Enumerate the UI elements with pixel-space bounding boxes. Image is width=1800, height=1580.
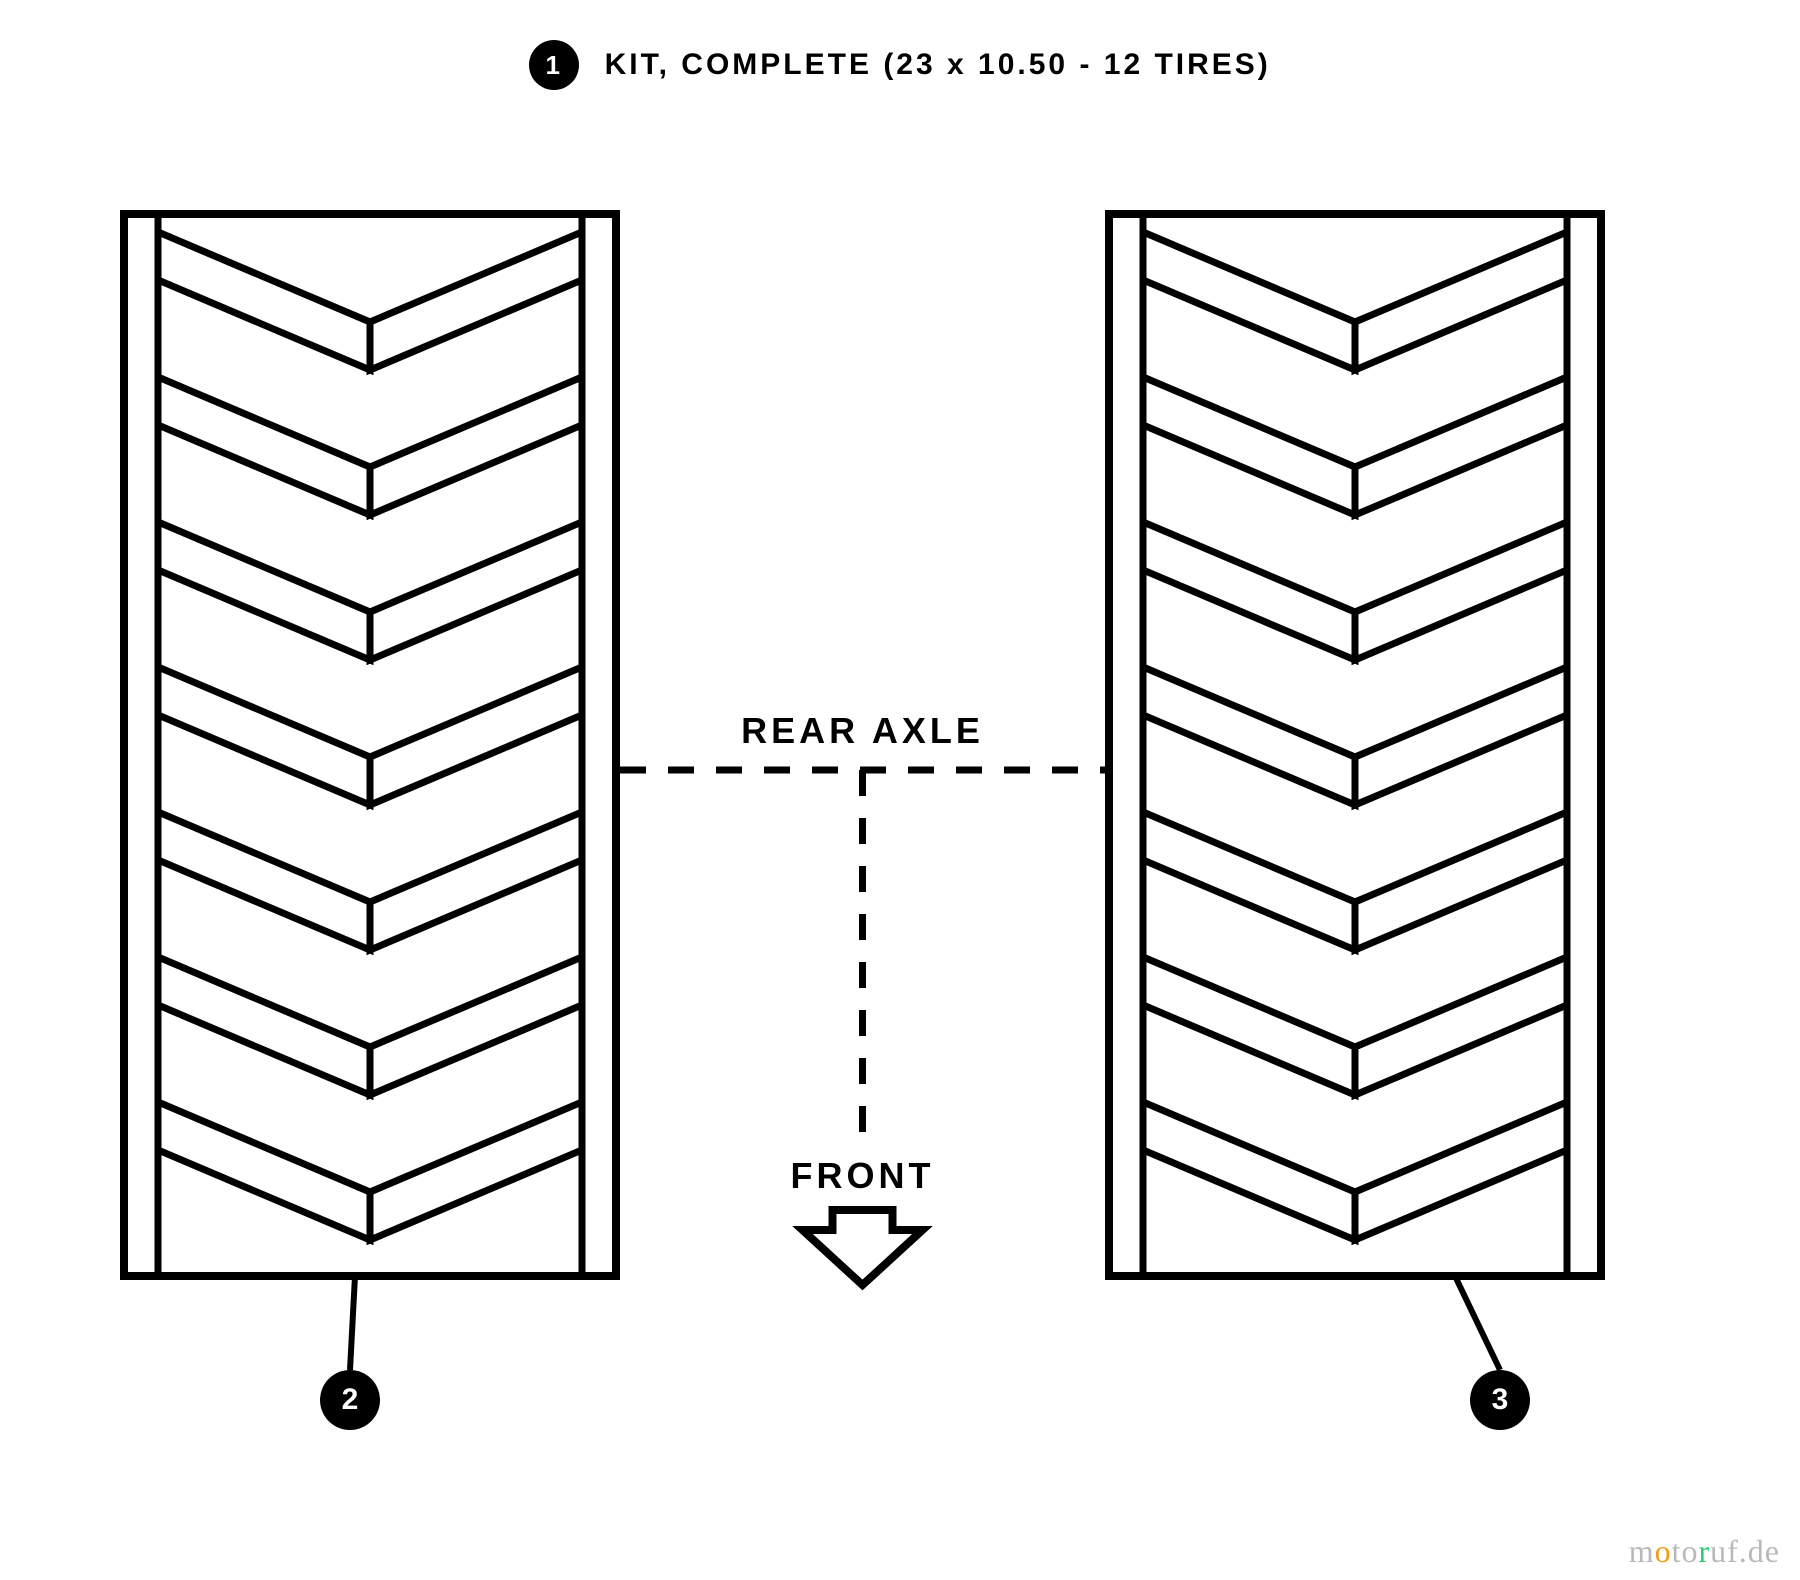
callout-3-leader [0,0,1800,1580]
callout-3-number: 3 [1492,1383,1509,1417]
watermark: motoruf.de [1629,1533,1780,1570]
watermark-text: motoruf.de [1629,1533,1780,1569]
callout-3-circle: 3 [1470,1370,1530,1430]
